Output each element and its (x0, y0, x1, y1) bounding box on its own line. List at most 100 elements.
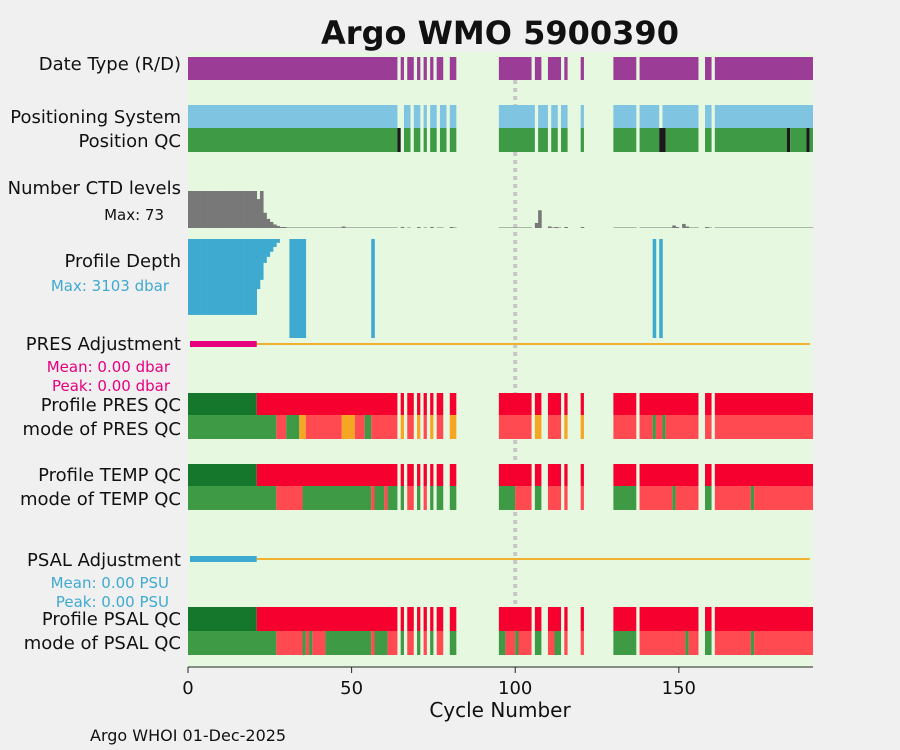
ctd-levels-bar (708, 227, 712, 228)
footer-credit: Argo WHOI 01-Dec-2025 (90, 726, 286, 745)
segment-position-qc (786, 128, 791, 152)
ctd-levels-bar (734, 227, 739, 228)
segment-profile-pres-qc (498, 393, 532, 415)
ctd-levels-bar (243, 191, 248, 228)
segment-mode-temp-qc (580, 486, 584, 510)
segment-position-qc (809, 128, 813, 152)
segment-mode-temp-qc (387, 486, 398, 510)
ctd-levels-bar (727, 227, 732, 228)
ctd-levels-bar (210, 191, 215, 228)
ctd-levels-bar (214, 191, 218, 228)
ctd-levels-bar (646, 227, 650, 228)
segment-mode-pres-qc (430, 415, 434, 439)
ctd-levels-bar (400, 226, 405, 228)
ctd-levels-bar (361, 227, 366, 228)
ctd-levels-bar (453, 227, 457, 228)
segment-mode-temp-qc (436, 486, 444, 510)
ctd-levels-bar (688, 227, 693, 228)
segment-mode-psal-qc (387, 631, 398, 655)
segment-mode-pres-qc (364, 415, 372, 439)
ctd-levels-bar (299, 227, 303, 228)
segment-profile-pres-qc (705, 393, 712, 415)
segment-mode-temp-qc (407, 486, 414, 510)
ctd-levels-bar (580, 226, 585, 228)
ctd-levels-bar (338, 227, 343, 228)
segment-mode-temp-qc (754, 486, 813, 510)
ctd-levels-bar (642, 227, 647, 228)
ctd-levels-bar (718, 227, 722, 228)
ctd-levels-bar (315, 227, 320, 228)
ctd-levels-bar (669, 227, 673, 228)
segment-position-qc (423, 128, 427, 152)
segment-mode-temp-qc (714, 486, 751, 510)
ctd-levels-bar (407, 227, 411, 228)
segment-mode-pres-qc (423, 415, 427, 439)
ctd-levels-bar (623, 227, 627, 228)
segment-profile-temp-qc (256, 464, 398, 486)
x-axis-label: Cycle Number (429, 698, 571, 722)
segment-position-qc (639, 128, 660, 152)
segment-date-type (564, 57, 568, 80)
plot-panel (188, 52, 813, 667)
segment-mode-pres-qc (436, 415, 444, 439)
ctd-levels-bar (705, 226, 709, 228)
segment-position-qc (613, 128, 637, 152)
ctd-levels-bar (387, 227, 392, 228)
profile-depth-bar (256, 239, 261, 290)
ctd-levels-bar (767, 227, 771, 228)
ctd-levels-bar (629, 227, 634, 228)
ctd-levels-bar (305, 227, 310, 228)
ctd-levels-bar (786, 227, 791, 228)
ctd-levels-bar (551, 227, 555, 228)
ctd-levels-bar (547, 226, 552, 228)
profile-depth-bar (259, 239, 264, 280)
segment-profile-pres-qc (613, 393, 637, 415)
profile-depth-bar (214, 239, 218, 315)
segment-profile-pres-qc (639, 393, 699, 415)
segment-date-type (423, 57, 427, 80)
segment-profile-psal-qc (256, 607, 398, 631)
segment-mode-temp-qc (515, 486, 532, 510)
segment-position-qc (449, 128, 457, 152)
segment-date-type (613, 57, 637, 80)
label-position-qc: Position QC (78, 131, 181, 152)
segment-mode-psal-qc (754, 631, 813, 655)
psal-adjustment-peak: Peak: 0.00 PSU (56, 593, 169, 611)
segment-mode-pres-qc (652, 415, 656, 439)
ctd-levels-bar (616, 227, 621, 228)
segment-mode-psal-qc (423, 631, 427, 655)
segment-mode-temp-qc (534, 486, 542, 510)
ctd-levels-bar (417, 226, 421, 228)
segment-date-type (714, 57, 813, 80)
row-profile-pres-qc (188, 393, 813, 415)
ctd-levels-bar (253, 191, 258, 228)
profile-depth-bar (243, 239, 248, 315)
ctd-levels-bar (295, 227, 300, 228)
psal-adjustment-mean: Mean: 0.00 PSU (51, 574, 169, 592)
ctd-levels-bar (273, 224, 277, 228)
ctd-levels-bar (796, 227, 801, 228)
segment-mode-psal-qc (436, 631, 444, 655)
segment-mode-pres-qc (371, 415, 398, 439)
segment-mode-pres-qc (665, 415, 699, 439)
ctd-levels-bar (554, 226, 559, 228)
profile-depth-bar (302, 239, 307, 338)
segment-mode-psal-qc (534, 631, 542, 655)
segment-positioning (498, 105, 535, 128)
segment-position-qc (806, 128, 810, 152)
segment-profile-temp-qc (564, 464, 568, 486)
segment-position-qc (498, 128, 535, 152)
segment-mode-pres-qc (449, 415, 457, 439)
segment-profile-temp-qc (547, 464, 562, 486)
segment-mode-psal-qc (554, 631, 562, 655)
profile-depth-bar (276, 239, 280, 243)
segment-mode-psal-qc (613, 631, 637, 655)
ctd-levels-bar (331, 227, 336, 228)
ctd-levels-bar (256, 199, 261, 228)
ctd-levels-bar (367, 227, 372, 228)
ctd-levels-bar (763, 227, 768, 228)
segment-mode-temp-qc (276, 486, 303, 510)
segment-mode-psal-qc (750, 631, 755, 655)
ctd-levels-bar (505, 227, 509, 228)
segment-profile-psal-qc (449, 607, 457, 631)
